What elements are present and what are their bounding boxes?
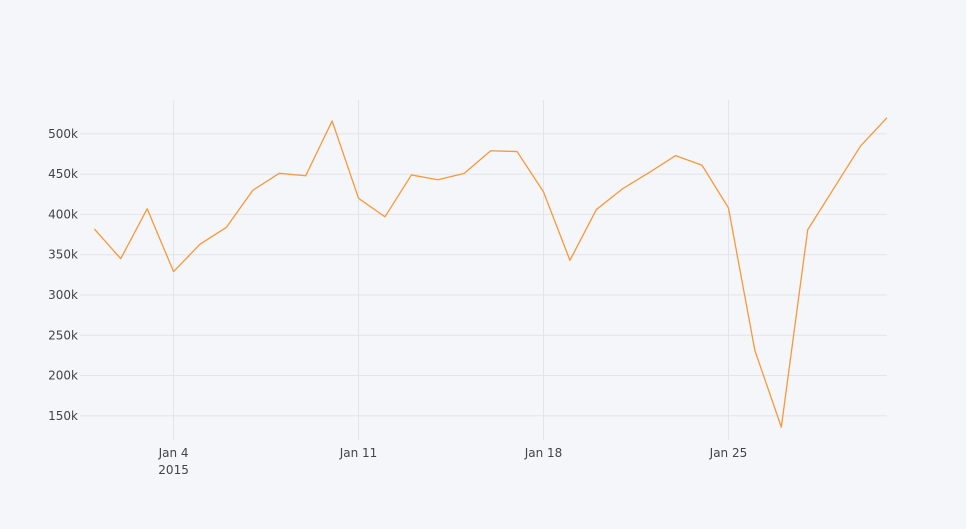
x-tick-label: Jan 11: [339, 446, 378, 460]
x-tick-label: Jan 25: [709, 446, 748, 460]
x-tick-label: Jan 18: [524, 446, 563, 460]
x-tick-label: Jan 4: [158, 446, 189, 460]
y-tick-label: 450k: [48, 167, 78, 181]
series-line: [93, 117, 888, 428]
y-tick-label: 250k: [48, 328, 78, 342]
y-tick-label: 350k: [48, 248, 78, 262]
series-layer: [93, 117, 888, 428]
grid-layer: [80, 100, 887, 440]
y-tick-label: 300k: [48, 288, 78, 302]
y-tick-label: 200k: [48, 369, 78, 383]
y-tick-label: 150k: [48, 409, 78, 423]
x-tick-sublabel: 2015: [158, 463, 189, 477]
y-tick-label: 400k: [48, 207, 78, 221]
tick-label-layer: Jan 4 2015 Jan 11 Jan 18 Jan 25 150k 200k 250k 3…: [48, 127, 747, 477]
y-tick-label: 500k: [48, 127, 78, 141]
